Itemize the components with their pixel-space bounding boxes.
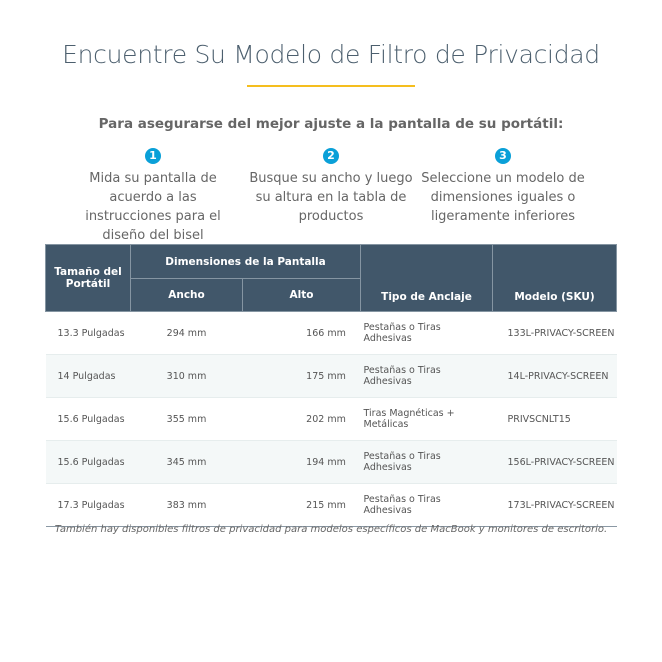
step-text: Mida su pantalla de acuerdo a las instru…	[85, 171, 221, 243]
cell-mount: Pestañas o Tiras Adhesivas	[360, 440, 493, 484]
cell-sku: 173L-PRIVACY-SCREEN	[492, 483, 617, 527]
cell-width: 310 mm	[130, 354, 243, 398]
table-row: 15.6 Pulgadas 355 mm 202 mm Tiras Magnética…	[45, 397, 617, 441]
cell-sku: 133L-PRIVACY-SCREEN	[492, 311, 617, 355]
header-dims: Dimensiones de la Pantalla	[129, 244, 362, 279]
cell-mount: Pestañas o Tiras Adhesivas	[360, 311, 493, 355]
cell-height: 202 mm	[242, 397, 361, 441]
subtitle: Para asegurarse del mejor ajuste a la pa…	[98, 116, 564, 132]
table-row: 15.6 Pulgadas 345 mm 194 mm Pestañas o Tira…	[45, 440, 617, 484]
step-3: 3 Seleccione un modelo de dimensiones ig…	[418, 146, 588, 226]
step-number-icon: 1	[145, 148, 161, 164]
cell-size: 13.3 Pulgadas	[45, 311, 131, 355]
cell-height: 166 mm	[242, 311, 361, 355]
header-size: Tamaño del Portátil	[45, 244, 131, 312]
step-1: 1 Mida su pantalla de acuerdo a las inst…	[68, 146, 238, 245]
header-sku: Modelo (SKU)	[492, 244, 618, 312]
header-height: Alto	[241, 278, 362, 312]
cell-mount: Tiras Magnéticas + Metálicas	[360, 397, 493, 441]
step-text: Busque su ancho y luego su altura en la …	[249, 171, 413, 224]
header-mount: Tipo de Anclaje	[360, 244, 494, 312]
cell-height: 194 mm	[242, 440, 361, 484]
cell-height: 215 mm	[242, 483, 361, 527]
step-number-icon: 2	[323, 148, 339, 164]
cell-width: 383 mm	[130, 483, 243, 527]
cell-sku: 156L-PRIVACY-SCREEN	[492, 440, 617, 484]
table-row: 14 Pulgadas 310 mm 175 mm Pestañas o Tiras …	[45, 354, 617, 398]
cell-mount: Pestañas o Tiras Adhesivas	[360, 354, 493, 398]
step-number-icon: 3	[495, 148, 511, 164]
footnote: También hay disponibles filtros de priva…	[54, 524, 608, 535]
cell-height: 175 mm	[242, 354, 361, 398]
product-table: Tamaño del Portátil Dimensiones de la Pa…	[45, 244, 618, 527]
page-title: Encuentre Su Modelo de Filtro de Privaci…	[62, 40, 600, 69]
step-text: Seleccione un modelo de dimensiones igua…	[421, 171, 585, 224]
cell-width: 355 mm	[130, 397, 243, 441]
cell-size: 15.6 Pulgadas	[45, 397, 131, 441]
cell-size: 15.6 Pulgadas	[45, 440, 131, 484]
cell-sku: 14L-PRIVACY-SCREEN	[492, 354, 617, 398]
table-row: 17.3 Pulgadas 383 mm 215 mm Pestañas o Tira…	[45, 483, 617, 527]
title-underline	[247, 85, 415, 87]
cell-size: 17.3 Pulgadas	[45, 483, 131, 527]
cell-sku: PRIVSCNLT15	[492, 397, 617, 441]
header-width: Ancho	[130, 278, 243, 312]
cell-mount: Pestañas o Tiras Adhesivas	[360, 483, 493, 527]
cell-width: 294 mm	[130, 311, 243, 355]
table-row: 13.3 Pulgadas 294 mm 166 mm Pestañas o Tira…	[45, 311, 617, 355]
step-2: 2 Busque su ancho y luego su altura en l…	[246, 146, 416, 226]
cell-size: 14 Pulgadas	[45, 354, 131, 398]
cell-width: 345 mm	[130, 440, 243, 484]
